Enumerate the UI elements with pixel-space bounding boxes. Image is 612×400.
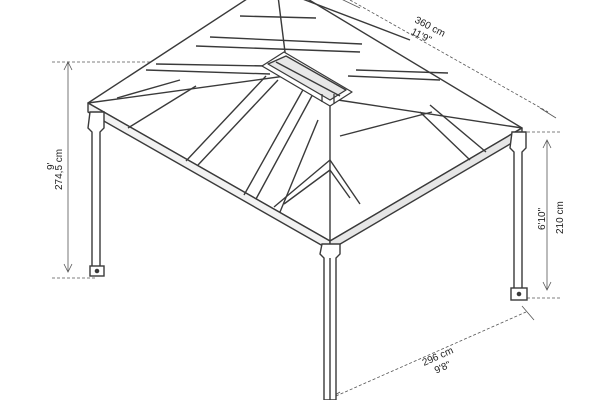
roof-vent (261, 51, 353, 107)
gazebo-posts (87, 111, 528, 400)
post-front-left (87, 111, 105, 277)
width-dimension-line (349, 0, 549, 113)
total-height-imperial-label: 9' (46, 162, 57, 170)
total-height-metric-label: 274,5 cm (54, 149, 65, 190)
wall-height-metric-label: 210 cm (555, 201, 566, 234)
wall-height-imperial-label: 6'10" (537, 207, 548, 230)
roof-outline (87, 0, 523, 242)
post-back-right (509, 131, 528, 301)
gazebo-roof (87, 0, 523, 251)
post-front-center (319, 243, 341, 400)
